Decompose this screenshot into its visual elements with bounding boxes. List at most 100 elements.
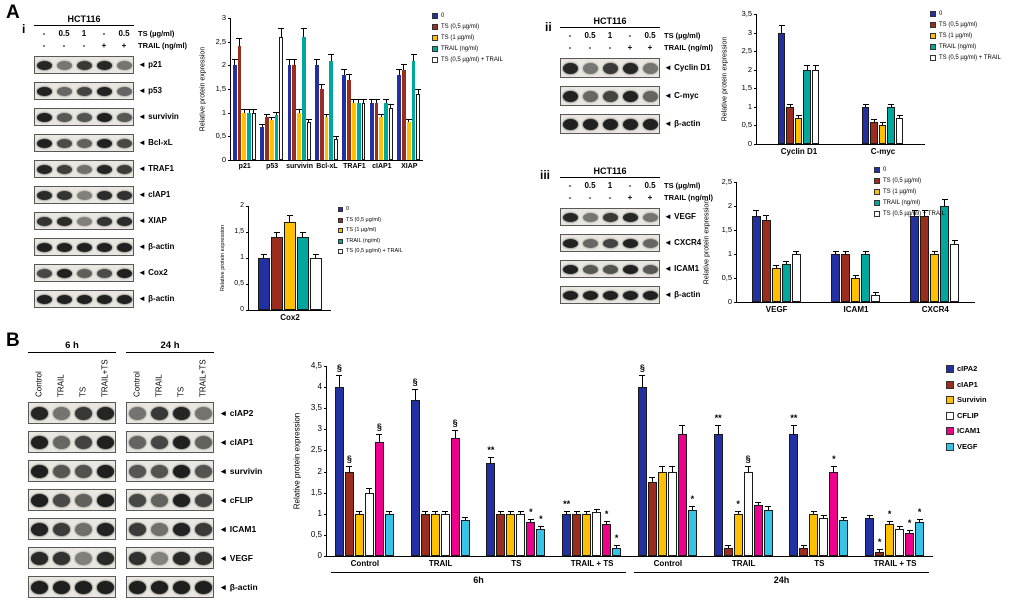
legend-swatch xyxy=(432,35,438,41)
error-bar xyxy=(804,64,810,70)
error-bar xyxy=(800,544,807,548)
legend-label: ICAM1 xyxy=(957,426,981,435)
legend-label: TS (0,5 µg/ml) + TRAIL xyxy=(441,57,503,63)
bar-vegf-trail xyxy=(460,520,470,556)
y-tick-mark xyxy=(228,136,231,138)
legend-label: cIPA2 xyxy=(957,364,978,373)
protein-band xyxy=(173,407,190,420)
protein-band xyxy=(623,91,638,102)
legend-item: Survivin xyxy=(946,395,1016,405)
error-bar xyxy=(383,99,390,104)
protein-band xyxy=(117,295,132,304)
y-tick-label: 2,5 xyxy=(215,36,226,46)
bar-ts-0-5-g-ml-trail-p53 xyxy=(279,36,284,160)
error-bar xyxy=(906,529,913,533)
x-category-label: C-myc xyxy=(870,147,896,156)
band-label: ◄ cIAP1 xyxy=(219,437,254,447)
condition-value: - xyxy=(608,193,612,202)
y-tick-label: 3 xyxy=(317,424,322,434)
panel-b-label: B xyxy=(6,330,20,351)
error-bar xyxy=(725,544,732,548)
protein-band xyxy=(97,243,112,252)
condition-value: - xyxy=(588,43,592,52)
significance-annotation: § xyxy=(336,363,342,374)
legend-item: TRAIL (ng/ml) xyxy=(338,238,420,246)
bar-ts-1-g-ml-cyclin-d1 xyxy=(794,118,803,144)
band-label: ◄ cFLIP xyxy=(219,495,253,505)
legend-item: 0 xyxy=(338,206,420,214)
legend-item: TRAIL (ng/ml) xyxy=(432,45,524,53)
plot-area: 0 0,5 1 1,5 2 2,5 3 3,5 Cyclin D1 C-myc xyxy=(742,9,925,156)
protein-band xyxy=(75,552,92,565)
protein-band xyxy=(37,165,52,174)
error-bar xyxy=(763,214,770,221)
error-bar xyxy=(613,544,620,548)
blot-strip xyxy=(28,547,116,569)
legend-label: cIAP1 xyxy=(957,379,978,389)
error-bar xyxy=(862,103,869,107)
legend-swatch xyxy=(338,249,343,254)
bar-trail-ng-ml-traf1-24h xyxy=(356,103,361,160)
bar-vegf-ts xyxy=(536,528,546,556)
x-category-label: TRAIL + TS xyxy=(570,559,614,568)
y-tick-mark xyxy=(324,534,327,536)
condition-value: 0.5 xyxy=(644,181,656,190)
error-bar xyxy=(368,99,375,104)
y-tick-mark xyxy=(734,206,737,207)
bar-cipa2-ts-24h xyxy=(789,433,799,556)
error-bar xyxy=(312,254,319,258)
x-category-label: p21 xyxy=(238,163,251,170)
error-bar xyxy=(452,429,459,439)
error-bar xyxy=(487,456,494,464)
legend-swatch xyxy=(930,33,936,39)
lane-label: TRAIL xyxy=(154,374,164,397)
condition-value: 0.5 xyxy=(584,181,596,190)
legend-item: TS (0,5 µg/ml) xyxy=(432,23,524,31)
y-tick-mark xyxy=(754,88,757,90)
band-label: ◄ TRAF1 xyxy=(138,164,174,173)
band-label: ◄ β-actin xyxy=(219,582,258,592)
x-category-label: Cox2 xyxy=(280,313,300,322)
time-group-label: 6 h xyxy=(28,340,116,353)
band-label: ◄ ICAM1 xyxy=(219,524,257,534)
bar-0-xiap-24h xyxy=(397,74,402,160)
band-label: ◄ β-actin xyxy=(138,242,175,251)
bar-cflip-control-24h xyxy=(667,471,677,556)
x-category-label: VEGF xyxy=(765,305,788,314)
bar-icam1-trail xyxy=(450,437,460,556)
protein-band xyxy=(53,552,70,565)
cell-line-label: HCT116 xyxy=(560,166,660,178)
error-bar xyxy=(313,58,320,66)
y-axis-label: Relative protein expression xyxy=(292,412,302,510)
error-bar xyxy=(462,517,469,521)
bar-ts-1-g-ml-survivin xyxy=(297,112,301,160)
error-bar xyxy=(273,111,280,116)
bar-ciap1-trail-24h xyxy=(723,547,733,556)
bar-ts-0-5-g-ml-traf1-24h xyxy=(347,79,352,160)
y-tick-label: 2 xyxy=(221,60,226,70)
plot-area: 0 0,5 1 1,5 2 Cox2 xyxy=(234,202,331,322)
y-tick-label: 1 xyxy=(317,508,322,518)
bar-cflip-trail-ts xyxy=(592,511,602,556)
protein-band xyxy=(37,269,52,278)
condition-value: + xyxy=(101,41,107,50)
legend-label: TRAIL (ng/ml) xyxy=(939,44,977,50)
y-tick-label: 1,5 xyxy=(741,83,752,93)
protein-band xyxy=(77,243,92,252)
protein-band xyxy=(151,552,168,565)
bar-ts-0-5-g-ml-trail-c-myc xyxy=(895,118,904,144)
condition-value: - xyxy=(82,41,86,50)
bar-ts-1-g-ml-bcl-xl xyxy=(324,117,329,160)
bar-chart-b: 0 0,5 1 1,5 2 2,5 3 3,5 4 4,5 § § § § § ** * * ** * * § * ** * § *… xyxy=(286,352,1020,604)
y-tick-mark xyxy=(754,144,757,145)
x-category-label: TRAIL xyxy=(731,559,756,568)
bar-ts-1-g-ml-traf1-24h xyxy=(352,103,356,160)
y-tick-mark xyxy=(754,106,757,108)
bar-cipa2-control-24h xyxy=(637,387,647,556)
legend-item: TS (0,5 µg/ml) xyxy=(930,21,1016,29)
error-bar xyxy=(517,510,524,514)
bar-trail-ng-ml-xiap-24h xyxy=(411,60,416,160)
protein-band xyxy=(77,217,92,226)
condition-value: - xyxy=(568,31,572,40)
legend-swatch xyxy=(874,211,880,217)
